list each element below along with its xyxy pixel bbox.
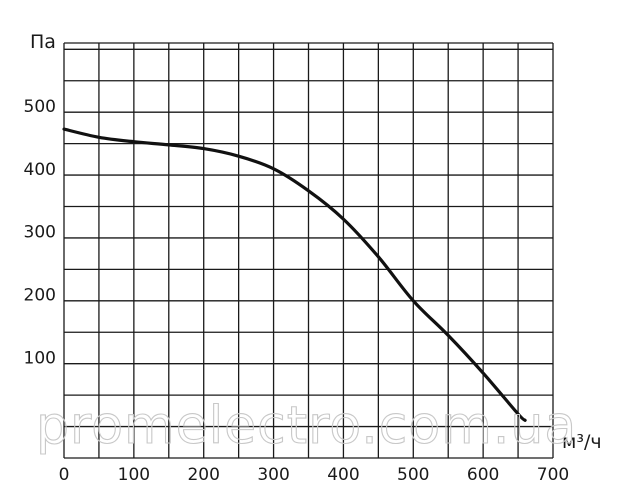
x-tick-label: 600 — [467, 465, 499, 485]
x-tick-label: 300 — [257, 465, 289, 485]
x-axis-unit-label: м³/ч — [562, 431, 602, 453]
y-tick-label: 500 — [24, 97, 56, 117]
y-tick-label: 300 — [24, 223, 56, 243]
x-tick-label: 400 — [327, 465, 359, 485]
y-axis-unit-label: Па — [30, 31, 56, 53]
chart-grid — [63, 42, 554, 459]
x-tick-label: 200 — [187, 465, 219, 485]
x-tick-label: 100 — [118, 465, 150, 485]
y-tick-label: 100 — [24, 348, 56, 368]
pressure-flow-curve — [62, 127, 527, 422]
y-tick-label: 200 — [24, 286, 56, 306]
x-tick-label: 700 — [537, 465, 569, 485]
y-axis-tick-labels: 100 200 300 400 500 — [24, 97, 56, 369]
y-tick-label: 400 — [24, 160, 56, 180]
x-axis-tick-labels: 0 100 200 300 400 500 600 700 — [59, 465, 570, 485]
x-tick-label: 0 — [59, 465, 70, 485]
x-tick-label: 500 — [397, 465, 429, 485]
watermark-text: promelectro.com.ua — [36, 396, 577, 456]
